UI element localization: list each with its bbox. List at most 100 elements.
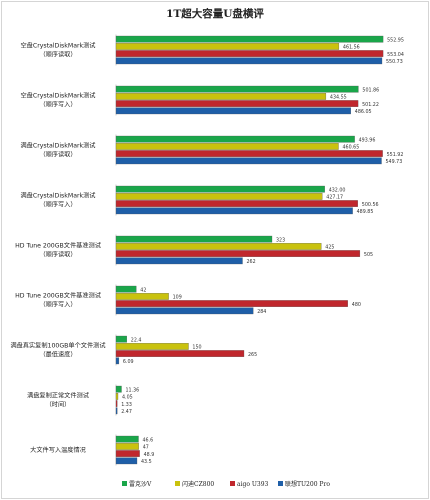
bar (115, 400, 118, 407)
category-label-line: 满盘CrystalDiskMark测试 (21, 192, 96, 200)
bar (115, 257, 243, 265)
data-label: 461.56 (343, 45, 360, 51)
data-label: 480 (352, 302, 361, 308)
legend-label: 联想TU200 Pro (285, 480, 330, 488)
legend-label: 雷克沙V (129, 480, 152, 488)
legend-swatch (175, 481, 180, 486)
category-label-line: 满盘复制正常文件测试 (27, 392, 89, 400)
bar (115, 185, 325, 193)
bar (115, 200, 358, 207)
category-label-line: （顺序写入） (39, 101, 76, 109)
data-label: 551.92 (387, 152, 404, 158)
data-label: 427.17 (326, 195, 343, 201)
category-label: HD Tune 200GB文件基准测试（顺序写入） (15, 292, 101, 309)
bar (115, 300, 348, 307)
data-label: 4.05 (122, 395, 133, 401)
bar (115, 107, 351, 115)
data-label: 47 (143, 445, 149, 451)
data-label: 553.04 (387, 52, 404, 58)
bar (115, 285, 137, 293)
bar (115, 143, 339, 150)
category-label-line: HD Tune 200GB文件基准测试 (15, 242, 101, 250)
bar (115, 157, 382, 165)
data-label: 42 (140, 287, 146, 293)
category-label-line: 满盘CrystalDiskMark测试 (21, 142, 96, 150)
data-label: 549.73 (386, 159, 403, 165)
legend-label: 闪迪CZ800 (182, 480, 214, 488)
data-label: 265 (248, 352, 257, 358)
legend: 雷克沙V 闪迪CZ800 aigo U393 联想TU200 Pro (122, 480, 330, 488)
bar (115, 85, 359, 93)
bar (115, 235, 273, 243)
category-label: 满盘复制正常文件测试（时间） (27, 392, 89, 409)
bar (115, 35, 384, 43)
category-label: 大文件写入温度情况 (30, 446, 86, 454)
category-label: 空盘CrystalDiskMark测试（顺序写入） (21, 92, 96, 109)
category-label-line: 满盘真实复制100GB单个文件测试 (10, 342, 105, 350)
data-label: 460.65 (343, 145, 360, 151)
data-label: 425 (325, 245, 334, 251)
data-label: 284 (257, 309, 266, 315)
bar (115, 100, 359, 107)
chart-title: 1T超大容量U盘横评 (166, 7, 264, 20)
bar (115, 435, 139, 443)
bars-layer: 空盘CrystalDiskMark测试（顺序读取）552.95461.56553… (10, 34, 404, 466)
category-label: 空盘CrystalDiskMark测试（顺序读取） (21, 42, 96, 59)
bar (115, 150, 383, 157)
bar (115, 457, 138, 465)
bar (115, 407, 118, 415)
bar (115, 385, 122, 393)
bar (115, 207, 353, 215)
data-label: 48.9 (144, 452, 155, 458)
data-label: 262 (247, 259, 256, 265)
bar (115, 335, 127, 343)
data-label: 434.55 (330, 95, 347, 101)
category-label-line: （顺序读取） (39, 251, 76, 259)
category-label-line: （时间） (46, 401, 71, 409)
data-label: 501.22 (362, 102, 379, 108)
data-label: 486.05 (355, 109, 372, 115)
legend-swatch (122, 481, 127, 486)
category-label: HD Tune 200GB文件基准测试（顺序读取） (15, 242, 101, 259)
category-label-line: 空盘CrystalDiskMark测试 (21, 42, 96, 50)
category-label: 满盘真实复制100GB单个文件测试（最低速度） (10, 342, 105, 359)
legend-swatch (278, 481, 283, 486)
category-label-line: （顺序写入） (39, 201, 76, 209)
bar (115, 450, 140, 457)
legend-label: aigo U393 (237, 481, 269, 488)
category-label-line: 大文件写入温度情况 (30, 446, 86, 454)
data-label: 505 (364, 252, 373, 258)
data-label: 43.5 (141, 459, 152, 465)
bar (115, 307, 254, 315)
bar (115, 193, 323, 200)
legend-swatch (230, 481, 235, 486)
data-label: 493.96 (359, 137, 376, 143)
bar (115, 50, 384, 57)
data-label: 489.85 (357, 209, 374, 215)
data-label: 11.36 (126, 387, 140, 393)
bar (115, 293, 169, 300)
bar (115, 93, 327, 100)
data-label: 22.4 (131, 337, 142, 343)
data-label: 6.09 (123, 359, 134, 365)
bar (115, 393, 119, 400)
category-label-line: （顺序写入） (39, 301, 76, 309)
bar (115, 357, 120, 365)
data-label: 109 (173, 295, 182, 301)
data-label: 323 (276, 237, 285, 243)
bar (115, 443, 139, 450)
data-label: 552.95 (387, 37, 404, 43)
data-label: 1.33 (121, 402, 132, 408)
category-label-line: （最低速度） (39, 351, 76, 359)
category-label-line: HD Tune 200GB文件基准测试 (15, 292, 101, 300)
category-label-line: 空盘CrystalDiskMark测试 (21, 92, 96, 100)
bar (115, 43, 340, 50)
data-label: 150 (192, 345, 201, 351)
category-label-line: （顺序读取） (39, 151, 76, 159)
data-label: 500.56 (362, 202, 379, 208)
data-label: 501.86 (362, 87, 379, 93)
bar (115, 57, 383, 65)
